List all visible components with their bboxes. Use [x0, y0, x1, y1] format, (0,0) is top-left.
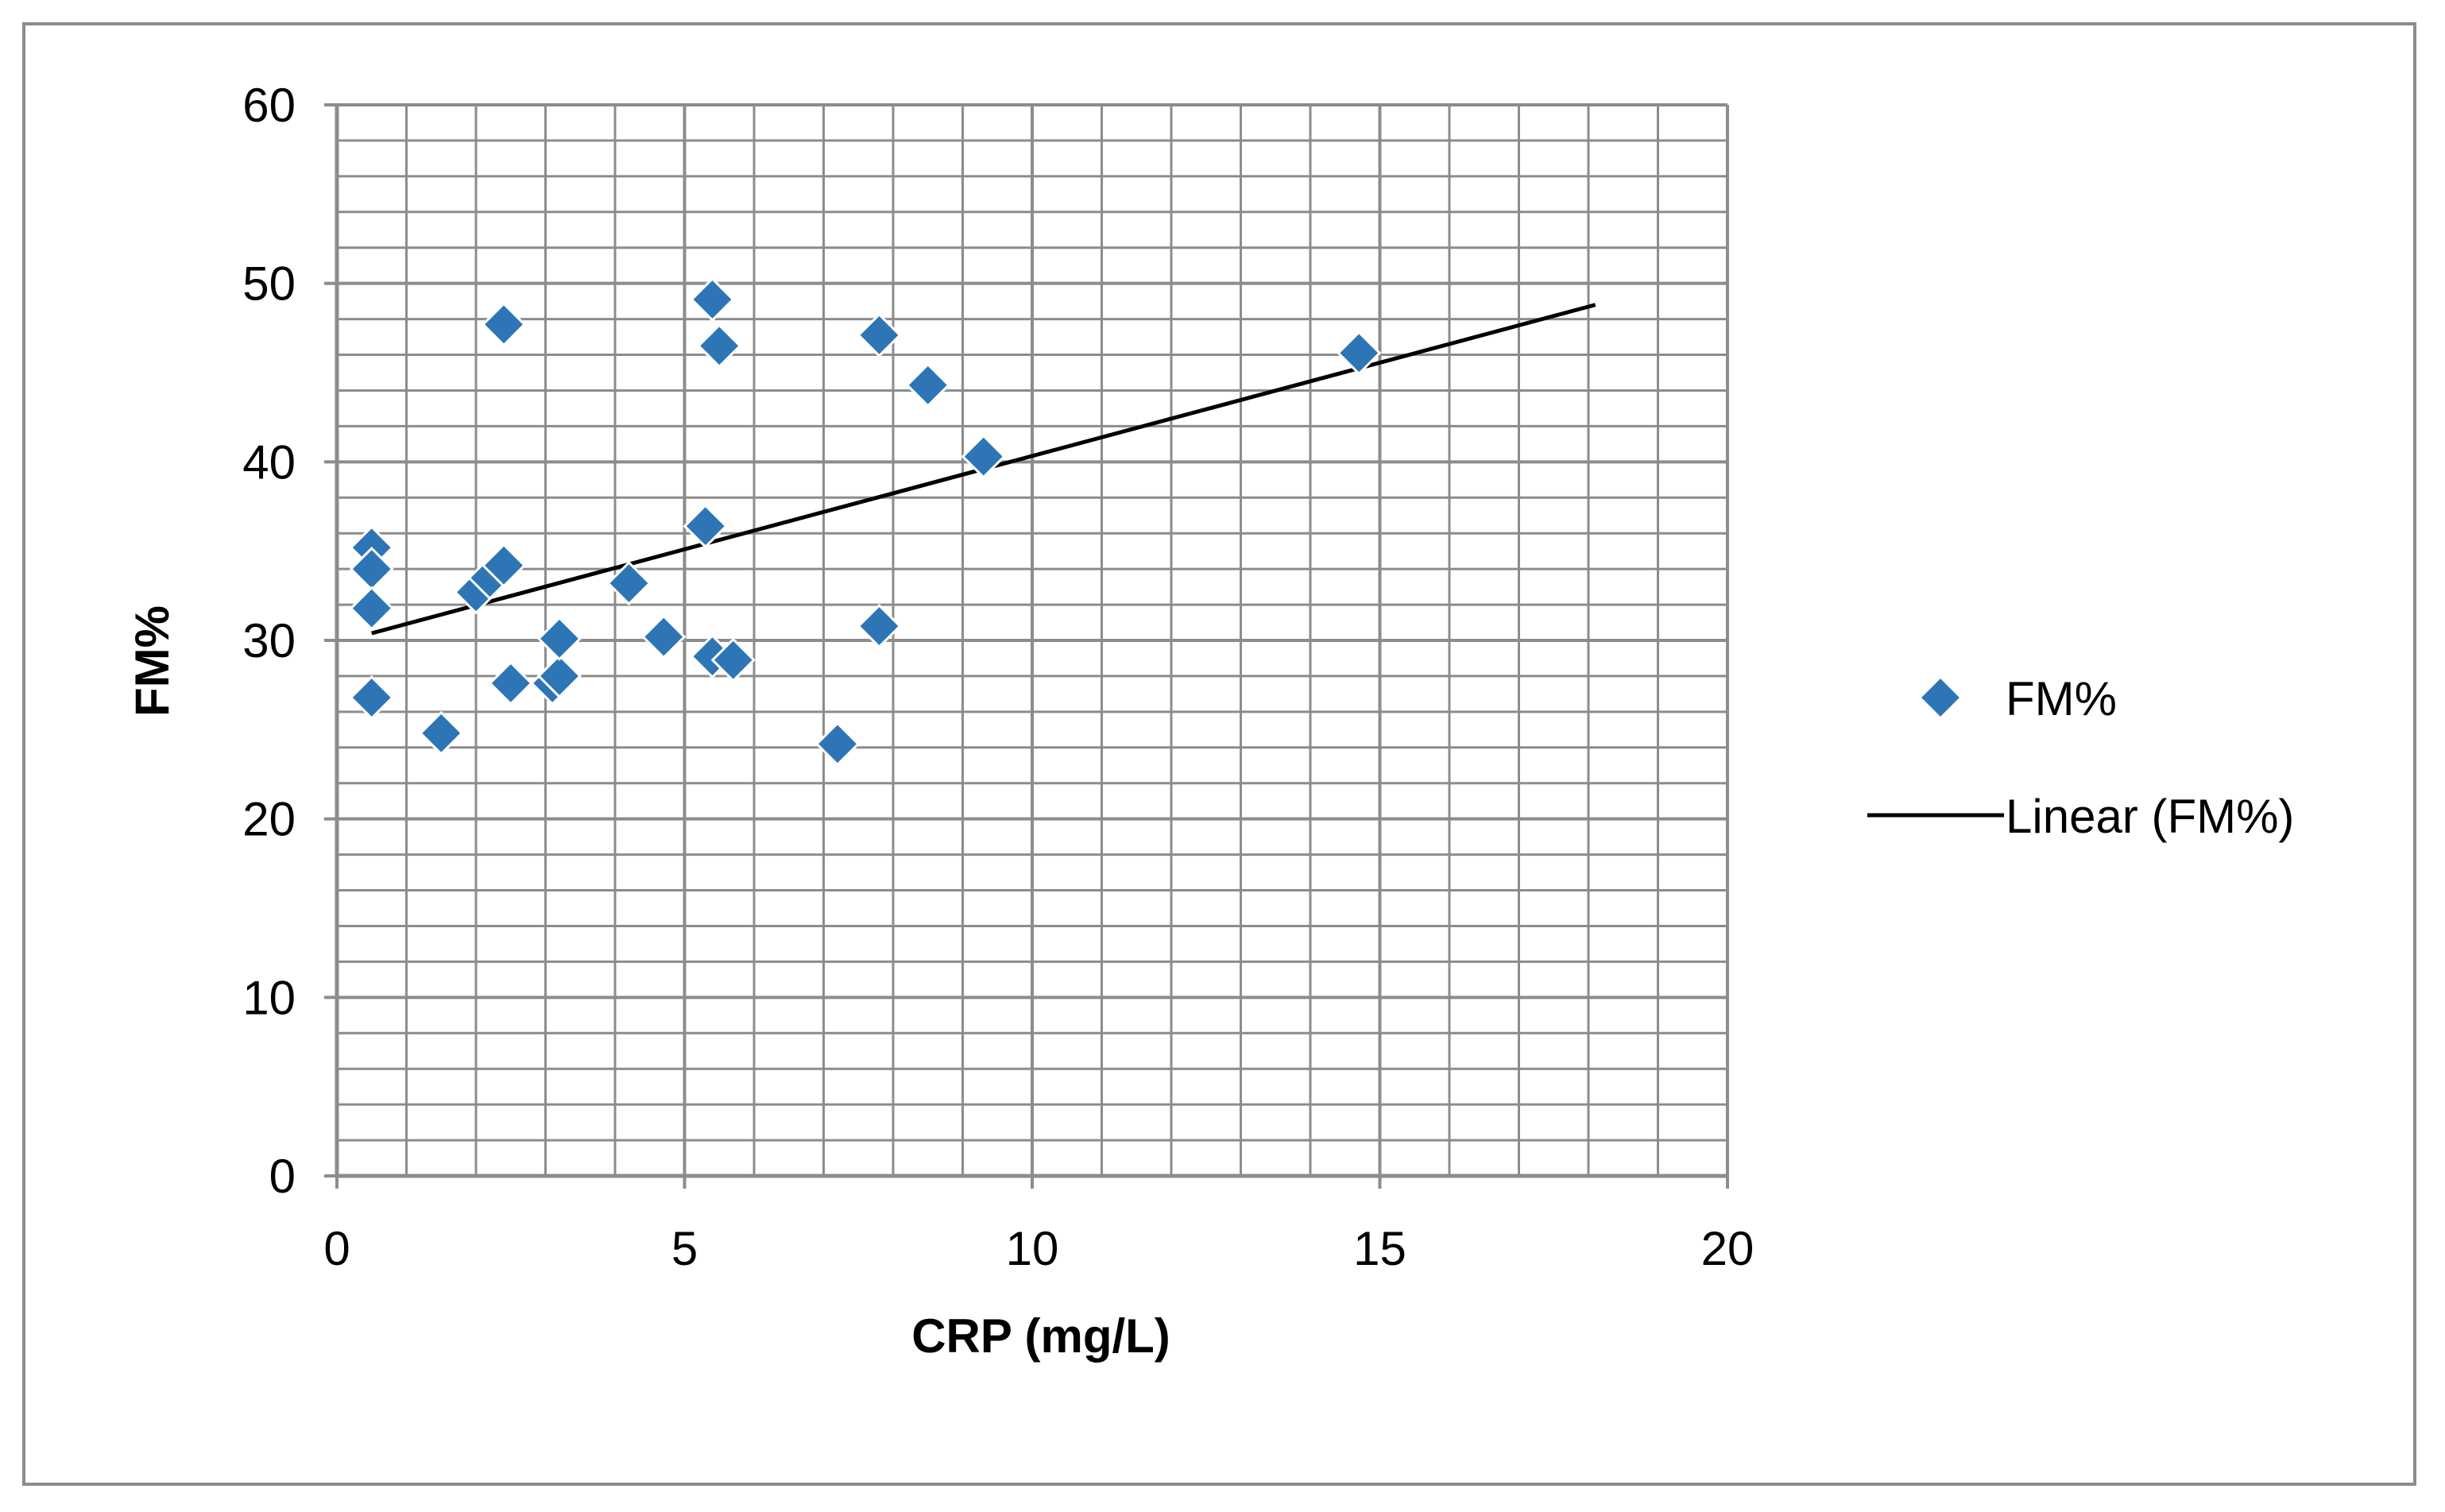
legend: FM% Linear (FM%)	[1867, 672, 2294, 843]
data-point-marker	[697, 323, 742, 369]
y-tick-label: 30	[242, 614, 296, 667]
legend-diamond-marker	[1917, 675, 1963, 721]
data-point-marker	[905, 362, 950, 408]
legend-label-scatter: FM%	[2006, 672, 2117, 725]
y-tick-label: 50	[242, 257, 296, 311]
x-tick-labels: 0 5 10 15 20	[323, 1222, 1754, 1275]
x-axis-title: CRP (mg/L)	[911, 1309, 1170, 1363]
data-point-marker	[710, 637, 756, 683]
x-tick-label: 10	[1006, 1222, 1059, 1275]
y-tick-labels: 0 10 20 30 40 50 60	[242, 79, 296, 1203]
data-points	[349, 276, 1382, 767]
y-tick-label: 40	[242, 435, 296, 489]
data-point-marker	[606, 560, 652, 606]
data-point-marker	[419, 710, 464, 756]
data-point-marker	[536, 653, 582, 699]
data-point-marker	[488, 660, 533, 706]
y-tick-label: 10	[242, 971, 296, 1024]
chart-frame: 0 5 10 15 20 0 10 20 30 40 50 60 CRP (mg/L) FM% FM…	[22, 22, 2416, 1486]
axes	[324, 103, 1729, 1189]
data-point-marker	[961, 434, 1006, 479]
x-tick-label: 5	[671, 1222, 698, 1275]
data-point-marker	[536, 616, 582, 661]
data-point-marker	[683, 504, 728, 549]
x-tick-label: 20	[1701, 1222, 1754, 1275]
y-tick-label: 0	[269, 1150, 296, 1203]
data-point-marker	[641, 614, 687, 659]
y-tick-label: 60	[242, 79, 296, 132]
legend-item-scatter: FM%	[1917, 672, 2117, 725]
x-tick-label: 0	[323, 1222, 350, 1275]
data-point-marker	[1337, 331, 1382, 376]
data-point-marker	[814, 721, 861, 767]
legend-item-trendline: Linear (FM%)	[1867, 790, 2294, 843]
y-tick-label: 20	[242, 793, 296, 846]
data-point-marker	[481, 543, 527, 588]
data-point-marker	[690, 276, 735, 323]
x-tick-label: 15	[1353, 1222, 1406, 1275]
data-point-marker	[857, 312, 902, 358]
data-point-marker	[857, 603, 902, 649]
grid	[335, 103, 1729, 1178]
legend-label-trendline: Linear (FM%)	[2006, 790, 2294, 843]
data-point-marker	[481, 302, 527, 347]
data-point-marker	[349, 586, 394, 631]
y-axis-title: FM%	[126, 605, 179, 717]
scatter-chart: 0 5 10 15 20 0 10 20 30 40 50 60 CRP (mg/L) FM% FM…	[126, 79, 2294, 1363]
data-point-marker	[349, 675, 394, 721]
